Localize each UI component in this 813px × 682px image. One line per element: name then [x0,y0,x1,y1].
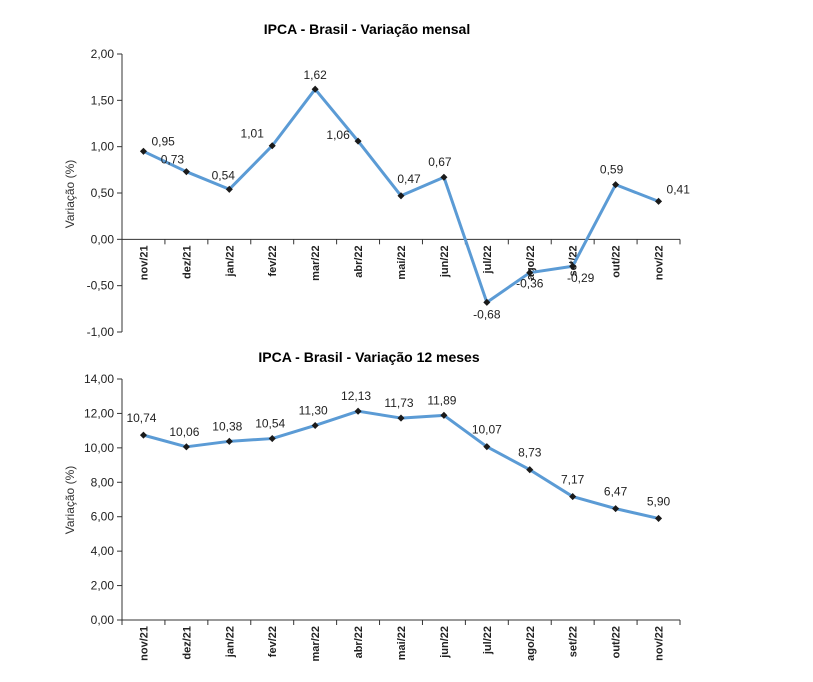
data-point [139,431,147,439]
x-tick-label: out/22 [611,245,623,277]
data-point [526,466,534,474]
plot-area-monthly: 2,00 1,50 1,00 0,50 0,00 -0,50 -1,00 nov/21 dez/… [87,47,691,339]
data-label: -0,29 [567,271,595,285]
data-label: 8,73 [518,446,542,460]
y-axis-label-monthly: Variação (%) [63,160,77,228]
data-label: 0,67 [428,155,452,169]
data-label: 11,73 [384,396,413,410]
data-point [311,421,319,430]
y-tick-label: 2,00 [91,579,115,593]
data-point [655,197,663,205]
data-point [397,414,405,422]
data-point [311,85,319,93]
x-tick-label: abr/22 [353,245,365,277]
data-label: 5,90 [647,494,671,508]
data-point [397,192,405,200]
data-label: 0,54 [212,168,236,182]
data-point [268,435,276,443]
data-point [225,185,233,193]
x-tick-label: nov/22 [654,245,666,280]
data-point [612,505,620,513]
data-point [182,168,190,176]
data-point [483,443,491,451]
data-point [655,514,663,522]
data-point [526,269,534,277]
data-label: 10,38 [212,419,242,433]
y-tick-label: 1,00 [91,140,115,154]
data-point [440,411,448,419]
data-point [354,137,362,145]
x-tick-label: jan/22 [224,245,236,277]
data-label: 12,13 [341,389,371,403]
y-tick-label: 4,00 [91,544,115,558]
data-label: 10,74 [126,411,156,425]
data-label: 10,06 [169,425,199,439]
data-point [225,437,233,445]
data-label: 1,01 [241,127,265,141]
x-tick-label: fev/22 [267,245,279,276]
x-tick-label: set/22 [568,245,580,276]
data-label: -0,68 [473,307,501,321]
x-tick-label: dez/21 [181,626,193,660]
data-point [569,493,577,501]
y-tick-label: 8,00 [91,475,115,489]
x-tick-label: mai/22 [396,626,408,660]
chart-title-12-months: IPCA - Brasil - Variação 12 meses [258,349,479,365]
x-tick-label: nov/21 [138,626,150,661]
y-tick-label: -1,00 [87,325,115,339]
x-tick-label: jul/22 [482,626,494,655]
y-axis-label-12-months: Variação (%) [63,466,77,534]
x-tick-label: out/22 [611,626,623,658]
data-label: 1,62 [303,68,327,82]
data-point [268,142,276,150]
data-point [569,262,577,270]
y-tick-label: 14,00 [84,372,114,386]
data-point [612,181,620,189]
x-tick-label: nov/22 [654,626,666,661]
data-label: 0,41 [667,182,691,196]
x-tick-label: dez/21 [181,245,193,279]
x-tick-label: mai/22 [396,245,408,279]
data-label: 0,59 [600,163,624,177]
data-label: 6,47 [604,485,628,499]
x-tick-label: nov/21 [138,245,150,280]
x-tick-label: jun/22 [439,245,451,278]
x-tick-label: fev/22 [267,626,279,657]
data-point [182,443,190,451]
x-tick-label: jun/22 [439,626,451,659]
y-tick-label: 2,00 [91,47,115,61]
y-tick-label: 6,00 [91,510,115,524]
chart-title-monthly: IPCA - Brasil - Variação mensal [264,21,470,37]
y-tick-label: 0,50 [91,186,115,200]
x-tick-label: abr/22 [353,626,365,658]
x-tick-label: ago/22 [525,626,537,661]
y-tick-label: 1,50 [91,93,115,107]
y-tick-label: 0,00 [91,613,115,627]
data-label: 0,95 [151,134,175,148]
y-tick-label: 0,00 [91,232,115,246]
data-point [483,298,491,306]
x-tick-label: mar/22 [310,626,322,661]
data-point [440,173,448,181]
data-label: 11,89 [427,393,456,407]
data-point [139,147,147,155]
data-label: 10,07 [472,423,502,437]
x-tick-label: set/22 [568,626,580,657]
y-tick-label: 10,00 [84,441,114,455]
data-label: -0,36 [516,277,544,291]
x-tick-label: jan/22 [224,626,236,658]
x-tick-label: mar/22 [310,245,322,280]
data-label: 11,30 [299,403,328,417]
data-label: 10,54 [255,417,285,431]
y-tick-label: -0,50 [87,279,115,293]
y-tick-label: 12,00 [84,406,114,420]
data-label: 0,73 [161,153,185,167]
data-label: 1,06 [326,128,350,142]
data-label: 7,17 [561,473,585,487]
plot-area-12-months: 14,00 12,00 10,00 8,00 6,00 4,00 2,00 0,00 nov/2… [84,372,681,661]
data-point [354,407,362,415]
x-tick-label: jul/22 [482,245,494,274]
data-label: 0,47 [397,172,421,186]
